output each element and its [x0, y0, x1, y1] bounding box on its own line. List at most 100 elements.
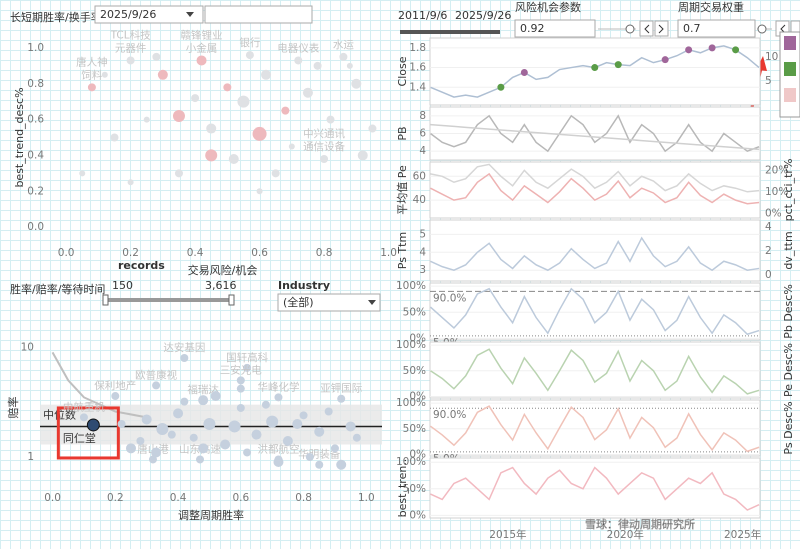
risk-input[interactable]	[514, 19, 596, 38]
point-label: 华峰化学	[257, 380, 299, 393]
series-line	[430, 236, 760, 272]
series-line	[430, 123, 760, 151]
point	[261, 400, 270, 409]
point	[236, 384, 245, 393]
y-tick-label: 60	[413, 170, 426, 182]
icon	[658, 24, 664, 34]
point	[152, 52, 161, 61]
point	[172, 110, 185, 122]
y-tick-label: 5	[419, 228, 426, 240]
point	[236, 376, 245, 385]
y-tick-label: 1.0	[27, 42, 44, 54]
point	[243, 363, 252, 372]
y-tick-label: 1.4	[409, 81, 426, 93]
point	[125, 443, 136, 454]
point-label: 中兴通讯	[303, 127, 345, 140]
x-tick-label: 0.0	[44, 492, 61, 504]
point	[294, 56, 303, 65]
slider-handle[interactable]	[228, 294, 235, 306]
point-label: 赣锋锂业	[181, 28, 223, 41]
panel-frame	[429, 282, 761, 341]
y-tick-label: 50%	[403, 365, 426, 377]
point	[352, 433, 361, 442]
point	[346, 62, 353, 69]
point	[305, 453, 314, 461]
date-end: 2025/9/26	[455, 9, 511, 22]
point	[111, 392, 120, 401]
y-tick-label: 8	[419, 110, 426, 122]
point	[180, 354, 189, 362]
y2-tick-label: 2	[765, 245, 772, 257]
weight-value: 0.7	[683, 22, 701, 35]
dropdown-caret	[368, 300, 376, 305]
panel-frame	[429, 161, 761, 219]
y-tick-label: 4	[419, 145, 426, 157]
point-label: 同仁堂	[63, 432, 96, 445]
point	[266, 415, 279, 428]
y-tick-label: 0.4	[27, 149, 44, 161]
panel-label: Ps Desc%	[782, 401, 795, 454]
point	[173, 408, 184, 419]
point-label: 饲料	[81, 68, 102, 81]
point	[345, 421, 356, 432]
y2-tick-label: 10	[765, 51, 778, 63]
date-select[interactable]	[94, 5, 204, 24]
search-input[interactable]	[204, 5, 313, 24]
x-tick-label: 0.6	[251, 247, 268, 259]
point-label: 水运	[333, 39, 354, 51]
slider-knob[interactable]	[757, 24, 767, 34]
series-line	[429, 287, 760, 336]
icon	[644, 24, 650, 34]
industry-select[interactable]	[277, 293, 381, 312]
weight-input[interactable]	[677, 19, 756, 38]
y-tick-label: 1.6	[409, 62, 426, 74]
y2-tick-label: 20%	[765, 165, 788, 177]
title: 长短期胜率/换手率	[10, 10, 102, 24]
point	[237, 95, 250, 108]
point	[148, 455, 157, 464]
y-tick-label: 0.2	[27, 185, 44, 197]
y2-tick-label: 5	[765, 75, 772, 87]
point	[156, 423, 169, 436]
panel-label: Pe Desc%	[782, 343, 795, 397]
point	[315, 460, 324, 469]
point-label: 欧普康视	[135, 368, 177, 381]
marker	[520, 68, 528, 76]
point	[198, 395, 209, 406]
y-tick-label: 50%	[403, 483, 426, 495]
panel-label: PB	[396, 126, 409, 140]
x-tick-label: 0.2	[107, 492, 124, 504]
point	[228, 420, 241, 433]
x-tick-label: 0.4	[170, 492, 187, 504]
point-label: 国轩高科	[226, 351, 268, 364]
x-tick-label: 0.8	[295, 492, 312, 504]
y-tick-label: 1.8	[409, 42, 426, 54]
marker	[685, 46, 693, 54]
point	[196, 455, 205, 464]
point	[351, 78, 362, 89]
point-label: 电器仪表	[277, 41, 319, 54]
date-start: 2011/9/6	[398, 9, 447, 22]
y-tick-label: 6	[419, 128, 426, 140]
point	[152, 381, 161, 390]
panel-label: Pb Desc%	[782, 284, 795, 339]
point-label: 元器件	[115, 42, 147, 54]
next-button[interactable]	[654, 20, 669, 37]
prev-button[interactable]	[639, 20, 654, 37]
point	[206, 123, 217, 134]
marker	[591, 64, 599, 72]
panel-frame	[429, 219, 761, 282]
point-label: 小金属	[186, 41, 218, 54]
point	[313, 61, 322, 70]
slider-knob[interactable]	[625, 24, 635, 34]
point-label: 银行	[239, 36, 260, 49]
y-tick-label: 50%	[403, 423, 426, 435]
slider-handle[interactable]	[102, 294, 109, 306]
date-value: 2025/9/26	[100, 8, 156, 21]
series-line	[430, 163, 760, 193]
y-tick-label: 100%	[396, 280, 426, 292]
series-line	[430, 405, 760, 453]
highlight-point	[86, 418, 100, 432]
y-tick-label: 100%	[396, 397, 426, 409]
